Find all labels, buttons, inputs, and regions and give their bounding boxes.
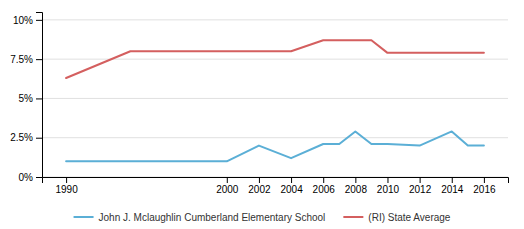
y-tick: 2.5% (10, 132, 42, 143)
series-line (66, 131, 484, 161)
x-tick-label: 2010 (377, 184, 400, 195)
legend-item: John J. Mclaughlin Cumberland Elementary… (74, 212, 326, 223)
x-tick: 2010 (377, 177, 400, 195)
grid-line (42, 19, 508, 20)
x-tick: 2016 (473, 177, 496, 195)
x-tick-label: 2000 (216, 184, 239, 195)
y-tick: 0% (19, 172, 42, 183)
x-tick: 2002 (248, 177, 271, 195)
legend-label: John J. Mclaughlin Cumberland Elementary… (99, 212, 326, 223)
series-line (66, 40, 484, 78)
y-tick-label: 7.5% (10, 54, 33, 65)
y-axis: 0% 2.5% 5% 7.5% 10% (10, 13, 42, 183)
x-tick-mark (355, 177, 356, 183)
legend-swatch (343, 216, 363, 218)
x-tick: 1990 (55, 177, 78, 195)
x-tick-label: 2002 (248, 184, 271, 195)
x-tick-mark (227, 177, 228, 183)
legend-swatch (74, 216, 94, 218)
x-tick-mark (66, 177, 67, 183)
y-tick-mark (36, 20, 42, 21)
y-tick: 5% (19, 93, 42, 104)
y-axis-line (36, 13, 43, 178)
x-tick-label: 2012 (409, 184, 432, 195)
y-tick: 10% (13, 15, 42, 26)
x-tick-label: 2016 (473, 184, 496, 195)
x-axis: 1990 2000 2002 2004 2006 2008 2010 2012 2014 2016 (43, 177, 509, 195)
x-tick-label: 2006 (313, 184, 336, 195)
y-tick-label: 0% (19, 172, 34, 183)
y-tick-mark (36, 59, 42, 60)
y-tick: 7.5% (10, 54, 42, 65)
plot: 1990 2000 2002 2004 2006 2008 2010 2012 2014 2016… (10, 13, 508, 196)
y-tick-label: 5% (19, 93, 34, 104)
x-tick: 2012 (409, 177, 432, 195)
y-tick-mark (36, 98, 42, 99)
x-tick: 2004 (280, 177, 303, 195)
x-tick-label: 1990 (55, 184, 78, 195)
legend: John J. Mclaughlin Cumberland Elementary… (74, 212, 451, 223)
x-tick: 2000 (216, 177, 239, 195)
x-axis-line (43, 178, 509, 184)
grid-line (42, 98, 508, 99)
x-tick: 2014 (441, 177, 464, 195)
x-tick: 2008 (345, 177, 368, 195)
x-tick-mark (323, 177, 324, 183)
x-tick-label: 2004 (280, 184, 303, 195)
y-tick-label: 10% (13, 15, 33, 26)
lines (66, 40, 484, 161)
x-tick: 2006 (313, 177, 336, 195)
y-tick-label: 2.5% (10, 132, 33, 143)
grid (42, 20, 508, 177)
chart: 1990 2000 2002 2004 2006 2008 2010 2012 2014 2016… (0, 0, 524, 229)
x-tick-mark (259, 177, 260, 183)
legend-item: (RI) State Average (343, 212, 451, 223)
x-tick-mark (484, 177, 485, 183)
y-tick-mark (36, 138, 42, 139)
x-tick-mark (291, 177, 292, 183)
x-tick-mark (387, 177, 388, 183)
x-tick-mark (420, 177, 421, 183)
y-tick-mark (36, 177, 42, 178)
legend-label: (RI) State Average (368, 212, 451, 223)
x-tick-label: 2014 (441, 184, 464, 195)
x-tick-mark (452, 177, 453, 183)
x-tick-label: 2008 (345, 184, 368, 195)
